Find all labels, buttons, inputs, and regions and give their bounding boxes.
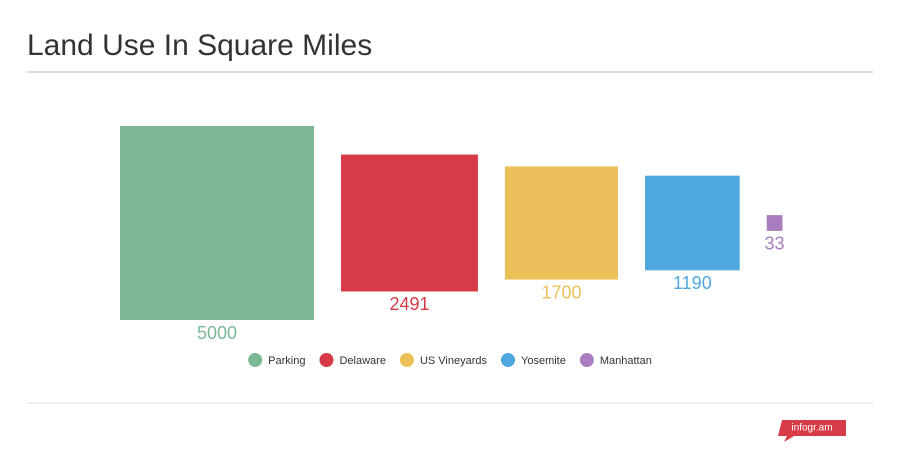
legend-label: Delaware	[339, 355, 385, 367]
legend-marker	[248, 353, 263, 367]
legend-marker	[319, 353, 334, 367]
legend-label: US Vineyards	[420, 355, 488, 367]
value-label: 5000	[197, 323, 237, 343]
square	[766, 215, 783, 231]
value-label: 1190	[673, 273, 712, 293]
value-label: 1700	[541, 282, 581, 302]
legend-label: Yosemite	[521, 355, 566, 367]
legend-marker	[399, 353, 414, 367]
square	[341, 154, 478, 292]
square	[504, 166, 619, 280]
value-label: 2491	[389, 294, 429, 314]
chart-title: Land Use In Square Miles	[27, 29, 372, 62]
logo-text: infogr.am	[791, 423, 832, 434]
legend-marker	[579, 353, 594, 367]
legend-label: Parking	[268, 355, 305, 367]
square	[120, 126, 314, 320]
legend-marker	[501, 353, 515, 367]
legend-label: Manhattan	[600, 355, 652, 367]
square	[645, 175, 740, 271]
value-label: 33	[765, 234, 785, 254]
logo-badge	[778, 420, 846, 442]
